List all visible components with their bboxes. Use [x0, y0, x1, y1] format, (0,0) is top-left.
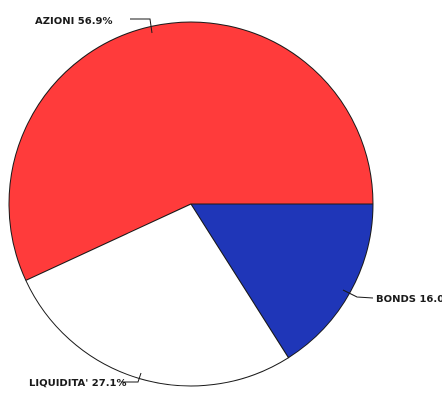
- label-leaders: [121, 18, 374, 383]
- leader-line-liquidita: [121, 372, 142, 383]
- slice-label-azioni: AZIONI 56.9%: [35, 16, 112, 27]
- leader-line-bonds: [342, 289, 374, 299]
- pie-slice-bonds: [190, 203, 374, 359]
- slice-label-bonds: BONDS 16.0%: [376, 294, 442, 305]
- pie-slice-liquidita: [25, 203, 290, 387]
- pie-slice-azioni: [8, 21, 374, 281]
- slice-label-liquidita: LIQUIDITA' 27.1%: [29, 378, 126, 389]
- leader-line-azioni: [130, 18, 153, 34]
- pie-slices: [8, 21, 374, 387]
